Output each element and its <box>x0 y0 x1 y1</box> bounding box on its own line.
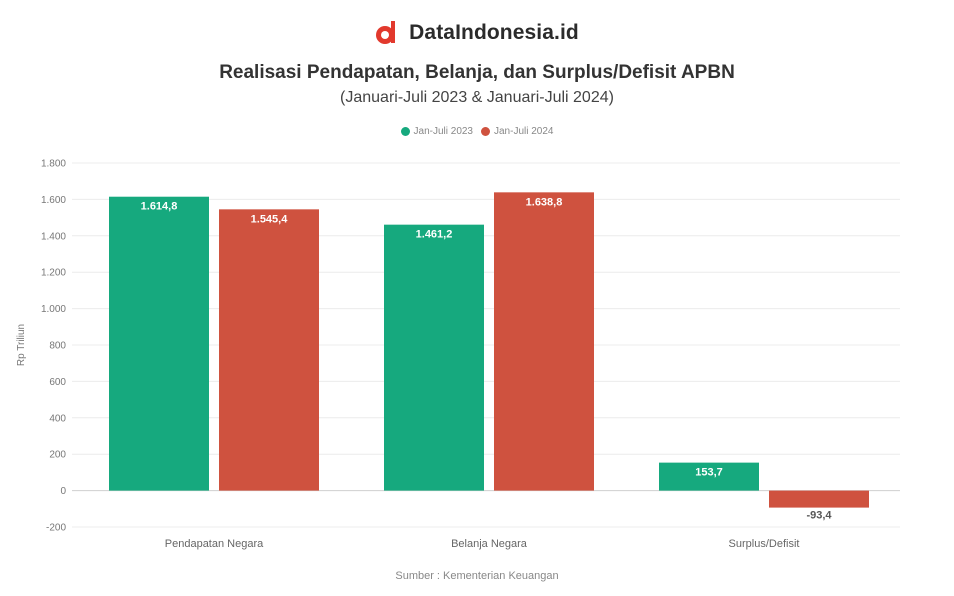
data-label: 1.545,4 <box>251 213 289 225</box>
legend-item[interactable]: Jan-Juli 2023 <box>400 126 473 137</box>
y-tick-label: 200 <box>49 450 66 461</box>
data-label: 1.638,8 <box>526 196 563 208</box>
brand: DataIndonesia.id <box>0 20 954 46</box>
data-label: 1.461,2 <box>416 229 453 241</box>
data-label: -93,4 <box>806 510 832 522</box>
y-tick-label: 1.400 <box>41 231 66 242</box>
bar <box>384 224 484 491</box>
legend-label: Jan-Juli 2024 <box>494 126 554 137</box>
y-tick-label: 0 <box>60 486 66 497</box>
x-category-label: Pendapatan Negara <box>165 538 264 550</box>
data-label: 153,7 <box>695 467 723 479</box>
y-tick-label: 1.800 <box>41 159 66 170</box>
chart-title: Realisasi Pendapatan, Belanja, dan Surpl… <box>219 62 735 83</box>
legend-swatch <box>481 127 490 136</box>
y-tick-label: 1.000 <box>41 304 66 315</box>
bar <box>659 462 759 491</box>
data-label: 1.614,8 <box>141 201 178 213</box>
x-category-label: Belanja Negara <box>451 538 528 550</box>
legend-swatch <box>400 127 410 136</box>
chart-subtitle: (Januari-Juli 2023 & Januari-Juli 2024) <box>340 89 614 106</box>
y-tick-label: 400 <box>49 413 66 424</box>
y-axis-title: Rp Triliun <box>16 324 27 366</box>
legend-item[interactable]: Jan-Juli 2024 <box>481 126 553 137</box>
x-category-label: Surplus/Defisit <box>729 538 800 550</box>
brand-name: DataIndonesia.id <box>409 21 579 44</box>
y-tick-label: 600 <box>49 377 66 388</box>
y-tick-label: -200 <box>46 523 66 534</box>
source-note: Sumber : Kementerian Keuangan <box>395 570 559 582</box>
bar-chart: -200 0 200 400 600 800 1.000 1.200 1.400 1.600 1.8… <box>16 159 900 550</box>
y-tick-label: 1.200 <box>41 268 66 279</box>
bar <box>769 490 869 508</box>
bar <box>109 196 209 491</box>
y-tick-label: 1.600 <box>41 195 66 206</box>
bar <box>219 209 319 491</box>
legend-label: Jan-Juli 2023 <box>413 126 473 137</box>
data-indonesia-logo-icon <box>376 21 396 44</box>
bar <box>494 192 594 491</box>
legend: Jan-Juli 2023 Jan-Juli 2024 <box>0 126 954 137</box>
y-tick-label: 800 <box>49 341 66 352</box>
